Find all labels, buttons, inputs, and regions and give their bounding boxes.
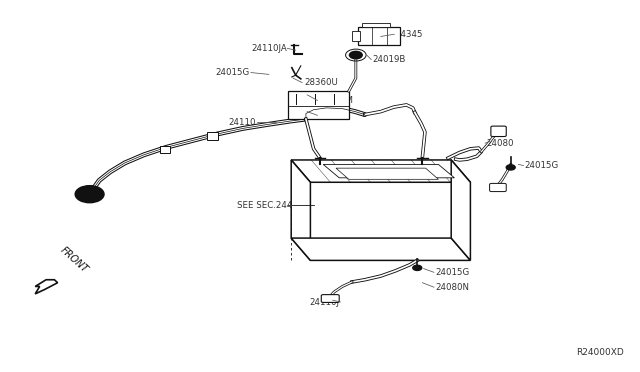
Text: 24344M: 24344M — [319, 96, 354, 105]
Bar — [352, 31, 360, 41]
Polygon shape — [336, 168, 438, 179]
Bar — [160, 146, 170, 153]
Text: 28360U: 28360U — [304, 78, 338, 87]
Text: 24080: 24080 — [486, 139, 514, 148]
Polygon shape — [451, 160, 470, 260]
Text: R24000XD: R24000XD — [576, 348, 624, 357]
Text: 24019B: 24019B — [372, 55, 406, 64]
Text: 24080N: 24080N — [435, 283, 469, 292]
Circle shape — [83, 190, 96, 198]
Text: 24345: 24345 — [396, 30, 423, 39]
Text: SEE SEC.244: SEE SEC.244 — [237, 201, 292, 210]
Bar — [362, 23, 390, 27]
Polygon shape — [291, 160, 310, 260]
Text: 24110JA: 24110JA — [251, 44, 287, 53]
Bar — [207, 132, 218, 140]
Bar — [358, 27, 400, 45]
Text: 24110: 24110 — [228, 118, 256, 126]
Text: 24015G: 24015G — [435, 268, 470, 277]
Text: 25411: 25411 — [319, 111, 346, 120]
Circle shape — [413, 265, 422, 270]
Polygon shape — [291, 238, 470, 260]
Circle shape — [76, 186, 104, 202]
Polygon shape — [35, 280, 58, 294]
Text: 24015G: 24015G — [215, 68, 250, 77]
Circle shape — [506, 165, 515, 170]
Text: 24110J: 24110J — [309, 298, 339, 307]
Polygon shape — [291, 160, 470, 182]
FancyBboxPatch shape — [321, 295, 339, 302]
Bar — [288, 91, 349, 119]
Circle shape — [349, 51, 362, 59]
FancyBboxPatch shape — [491, 126, 506, 137]
Text: 24015G: 24015G — [525, 161, 559, 170]
Polygon shape — [323, 164, 454, 178]
Text: FRONT: FRONT — [59, 245, 90, 275]
FancyBboxPatch shape — [490, 183, 506, 192]
